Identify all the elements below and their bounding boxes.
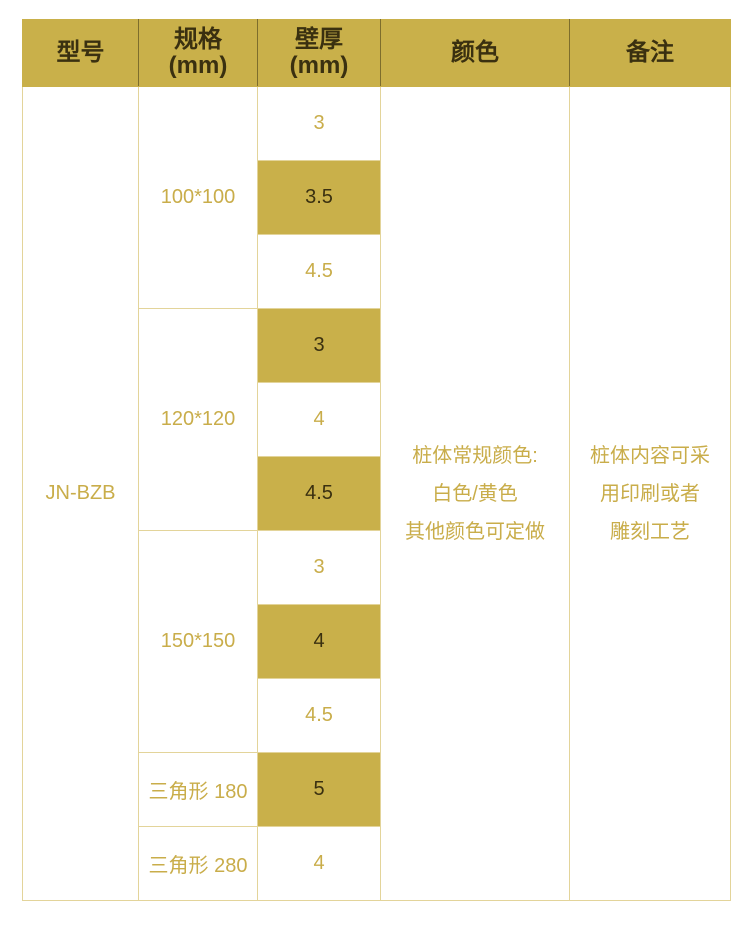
table-row: 150*150 3 <box>23 530 731 753</box>
header-spec: 规格 (mm) <box>138 19 258 87</box>
header-thickness-title: 壁厚 <box>295 26 343 53</box>
color-note-line: 其他颜色可定做 <box>405 520 545 543</box>
thickness-cell: 4 <box>257 382 381 457</box>
thickness-cell: 3 <box>257 530 381 605</box>
spec-table: 型号 规格 (mm) 壁厚 (mm) 颜色 备注 JN-BZB 100*100 3 … <box>22 19 731 901</box>
remark-note-line: 桩体内容可采 <box>590 444 710 467</box>
table-row: 120*120 3 <box>23 308 731 531</box>
table-row: 4.5 <box>23 234 731 309</box>
remark-note-cell: 桩体内容可采 用印刷或者 雕刻工艺 <box>569 86 731 901</box>
table-row: 3.5 <box>23 160 731 235</box>
table-row: 4.5 <box>23 678 731 753</box>
table-row: 4 <box>23 382 731 457</box>
header-thickness-unit: (mm) <box>289 52 349 79</box>
thickness-cell: 3.5 <box>257 160 381 235</box>
thickness-cell: 4.5 <box>257 678 381 753</box>
model-cell: JN-BZB <box>22 86 139 901</box>
spec-cell: 120*120 <box>138 308 258 531</box>
header-row: 型号 规格 (mm) 壁厚 (mm) 颜色 备注 <box>22 19 731 87</box>
remark-note-line: 用印刷或者 <box>600 482 700 505</box>
spec-cell: 三角形 280 <box>138 826 258 901</box>
remark-note-line: 雕刻工艺 <box>610 520 690 543</box>
thickness-cell: 4 <box>257 604 381 679</box>
color-note-cell: 桩体常规颜色: 白色/黄色 其他颜色可定做 <box>380 86 570 901</box>
thickness-cell: 4.5 <box>257 456 381 531</box>
thickness-cell: 3 <box>257 308 381 383</box>
header-color: 颜色 <box>380 19 570 87</box>
header-spec-title: 规格 <box>174 26 222 53</box>
table-row: JN-BZB 100*100 3 桩体常规颜色: 白色/黄色 其他颜色可定做 桩… <box>22 86 731 901</box>
spec-cell: 三角形 180 <box>138 752 258 827</box>
thickness-cell: 4 <box>257 826 381 901</box>
thickness-cell: 4.5 <box>257 234 381 309</box>
table-row: 4.5 <box>23 456 731 531</box>
thickness-cell: 3 <box>257 86 381 161</box>
spec-cell: 150*150 <box>138 530 258 753</box>
header-remark: 备注 <box>569 19 731 87</box>
header-model: 型号 <box>22 19 139 87</box>
header-spec-unit: (mm) <box>168 52 228 79</box>
table-row: 三角形 180 5 <box>23 752 731 827</box>
color-note-line: 桩体常规颜色: <box>412 444 538 467</box>
header-thickness: 壁厚 (mm) <box>257 19 381 87</box>
table-row: 4 <box>23 604 731 679</box>
spec-cell: 100*100 <box>138 86 258 309</box>
thickness-cell: 5 <box>257 752 381 827</box>
color-note-line: 白色/黄色 <box>432 482 518 505</box>
table-row: 三角形 280 4 <box>23 826 731 901</box>
